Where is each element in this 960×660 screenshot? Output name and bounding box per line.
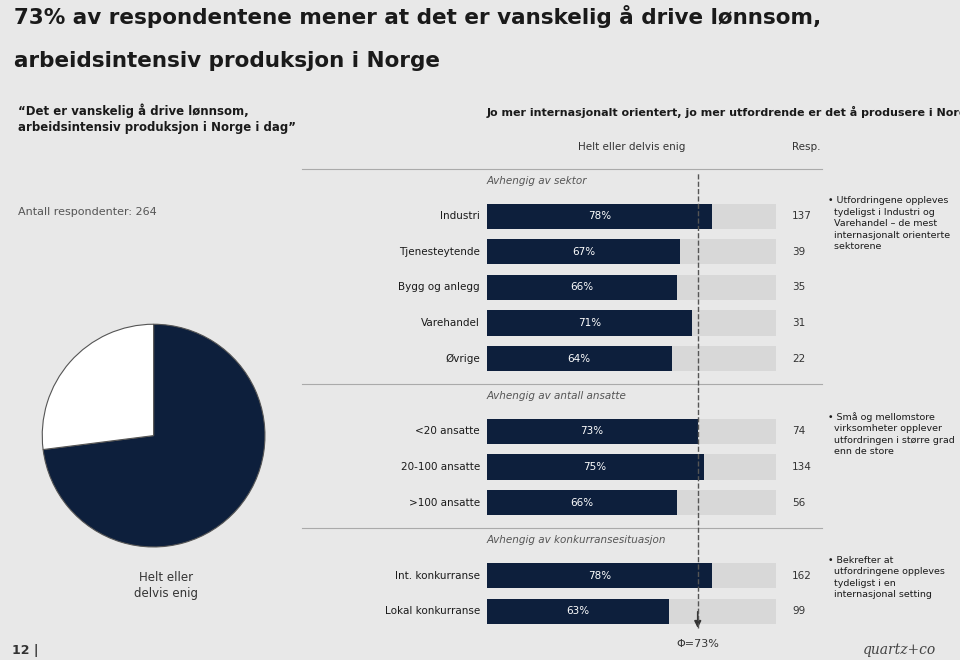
Bar bbox=[487, 239, 776, 265]
Text: 39: 39 bbox=[792, 247, 805, 257]
Bar bbox=[487, 563, 776, 588]
Text: 73%: 73% bbox=[169, 436, 205, 451]
Text: Φ=73%: Φ=73% bbox=[676, 639, 719, 649]
Text: Tjenesteytende: Tjenesteytende bbox=[399, 247, 480, 257]
Bar bbox=[487, 275, 776, 300]
Bar bbox=[487, 599, 669, 624]
Text: 78%: 78% bbox=[588, 211, 611, 221]
Text: • Bekrefter at
  utfordringene oppleves
  tydeligst i en
  internasjonal setting: • Bekrefter at utfordringene oppleves ty… bbox=[828, 556, 946, 599]
Text: Avhengig av antall ansatte: Avhengig av antall ansatte bbox=[487, 391, 627, 401]
Wedge shape bbox=[43, 324, 265, 547]
Bar bbox=[487, 239, 681, 265]
Text: Avhengig av konkurransesituasjon: Avhengig av konkurransesituasjon bbox=[487, 535, 666, 545]
Bar bbox=[487, 490, 776, 515]
Text: 35: 35 bbox=[792, 282, 805, 292]
Text: 12 |: 12 | bbox=[12, 644, 38, 657]
Text: 20-100 ansatte: 20-100 ansatte bbox=[400, 462, 480, 472]
Text: Øvrige: Øvrige bbox=[445, 354, 480, 364]
Text: “Det er vanskelig å drive lønnsom,
arbeidsintensiv produksjon i Norge i dag”: “Det er vanskelig å drive lønnsom, arbei… bbox=[18, 104, 296, 135]
Text: 75%: 75% bbox=[584, 462, 607, 472]
Bar bbox=[487, 275, 678, 300]
Wedge shape bbox=[42, 324, 154, 449]
Text: Lokal konkurranse: Lokal konkurranse bbox=[385, 606, 480, 616]
Text: • Små og mellomstore
  virksomheter opplever
  utfordringen i større grad
  enn : • Små og mellomstore virksomheter opplev… bbox=[828, 412, 955, 456]
Text: 99: 99 bbox=[792, 606, 805, 616]
Text: Varehandel: Varehandel bbox=[421, 318, 480, 328]
Bar bbox=[487, 563, 712, 588]
Text: 162: 162 bbox=[792, 570, 812, 581]
Bar bbox=[487, 310, 776, 336]
Text: 78%: 78% bbox=[588, 570, 611, 581]
Text: Antall respondenter: 264: Antall respondenter: 264 bbox=[18, 207, 156, 217]
Text: 56: 56 bbox=[792, 498, 805, 508]
Text: 71%: 71% bbox=[578, 318, 601, 328]
Bar bbox=[487, 455, 776, 480]
Bar bbox=[487, 490, 678, 515]
Text: Jo mer internasjonalt orientert, jo mer utfordrende er det å produsere i Norge: Jo mer internasjonalt orientert, jo mer … bbox=[487, 106, 960, 118]
Text: 73%: 73% bbox=[581, 426, 604, 436]
Bar bbox=[487, 419, 698, 444]
Text: 66%: 66% bbox=[570, 498, 593, 508]
Text: quartz+co: quartz+co bbox=[863, 643, 936, 657]
Text: 64%: 64% bbox=[567, 354, 590, 364]
Text: 67%: 67% bbox=[572, 247, 595, 257]
Text: arbeidsintensiv produksjon i Norge: arbeidsintensiv produksjon i Norge bbox=[14, 51, 441, 71]
Text: 31: 31 bbox=[792, 318, 805, 328]
Bar bbox=[487, 203, 712, 229]
Text: 66%: 66% bbox=[570, 282, 593, 292]
Bar bbox=[487, 419, 776, 444]
Text: <20 ansatte: <20 ansatte bbox=[416, 426, 480, 436]
Text: • Utfordringene oppleves
  tydeligst i Industri og
  Varehandel – de mest
  inte: • Utfordringene oppleves tydeligst i Ind… bbox=[828, 197, 950, 251]
Text: Int. konkurranse: Int. konkurranse bbox=[395, 570, 480, 581]
Text: Bygg og anlegg: Bygg og anlegg bbox=[398, 282, 480, 292]
Text: Industri: Industri bbox=[440, 211, 480, 221]
Text: Helt eller delvis enig: Helt eller delvis enig bbox=[578, 142, 684, 152]
Text: >100 ansatte: >100 ansatte bbox=[409, 498, 480, 508]
Text: Resp.: Resp. bbox=[792, 142, 821, 152]
Bar bbox=[487, 346, 672, 371]
Text: Avhengig av sektor: Avhengig av sektor bbox=[487, 176, 587, 185]
Bar bbox=[487, 346, 776, 371]
Bar bbox=[487, 455, 704, 480]
Text: 74: 74 bbox=[792, 426, 805, 436]
Text: 73% av respondentene mener at det er vanskelig å drive lønnsom,: 73% av respondentene mener at det er van… bbox=[14, 5, 822, 28]
Text: 134: 134 bbox=[792, 462, 812, 472]
Text: 63%: 63% bbox=[566, 606, 589, 616]
Bar bbox=[487, 599, 776, 624]
Text: Helt eller
delvis enig: Helt eller delvis enig bbox=[134, 571, 199, 600]
Bar bbox=[487, 310, 692, 336]
Text: 137: 137 bbox=[792, 211, 812, 221]
Bar bbox=[487, 203, 776, 229]
Text: 22: 22 bbox=[792, 354, 805, 364]
